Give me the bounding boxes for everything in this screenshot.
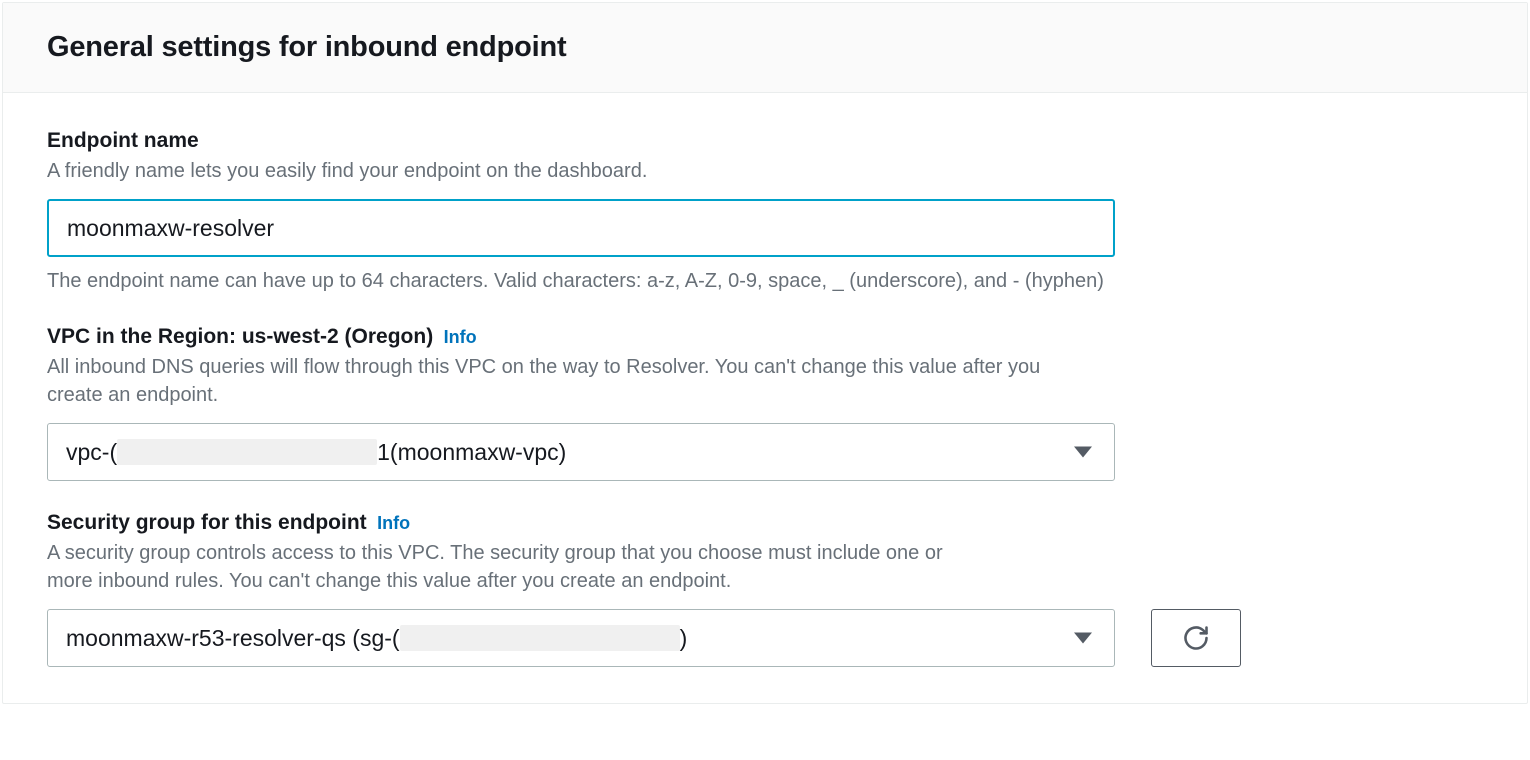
vpc-field: VPC in the Region: us-west-2 (Oregon) In…	[47, 325, 1483, 481]
endpoint-name-field: Endpoint name A friendly name lets you e…	[47, 129, 1483, 295]
vpc-value-suffix: (moonmaxw-vpc)	[390, 439, 566, 466]
endpoint-name-description: A friendly name lets you easily find you…	[47, 157, 1057, 185]
vpc-label: VPC in the Region: us-west-2 (Oregon)	[47, 325, 433, 348]
security-group-description: A security group controls access to this…	[47, 539, 987, 595]
refresh-button[interactable]	[1151, 609, 1241, 667]
panel-header: General settings for inbound endpoint	[3, 3, 1527, 93]
endpoint-name-input[interactable]	[47, 199, 1115, 257]
security-group-info-link[interactable]: Info	[377, 513, 410, 533]
security-group-select[interactable]: moonmaxw-r53-resolver-qs (sg-( )	[47, 609, 1115, 667]
endpoint-name-label: Endpoint name	[47, 129, 199, 152]
caret-down-icon	[1074, 633, 1092, 644]
refresh-icon	[1182, 624, 1210, 652]
vpc-value-prefix: vpc-(	[66, 439, 117, 466]
security-group-label: Security group for this endpoint	[47, 511, 367, 534]
panel-title: General settings for inbound endpoint	[47, 31, 1483, 64]
vpc-redacted	[117, 439, 377, 465]
sg-value-suffix: )	[680, 625, 688, 652]
endpoint-name-constraint: The endpoint name can have up to 64 char…	[47, 267, 1483, 295]
caret-down-icon	[1074, 447, 1092, 458]
settings-panel: General settings for inbound endpoint En…	[2, 2, 1528, 704]
sg-value-prefix: moonmaxw-r53-resolver-qs (sg-(	[66, 625, 400, 652]
security-group-field: Security group for this endpoint Info A …	[47, 511, 1483, 667]
vpc-info-link[interactable]: Info	[444, 327, 477, 347]
vpc-select[interactable]: vpc-( 1 (moonmaxw-vpc)	[47, 423, 1115, 481]
vpc-description: All inbound DNS queries will flow throug…	[47, 353, 1057, 409]
sg-redacted	[400, 625, 680, 651]
panel-body: Endpoint name A friendly name lets you e…	[3, 93, 1527, 703]
vpc-value-mid: 1	[377, 439, 390, 466]
